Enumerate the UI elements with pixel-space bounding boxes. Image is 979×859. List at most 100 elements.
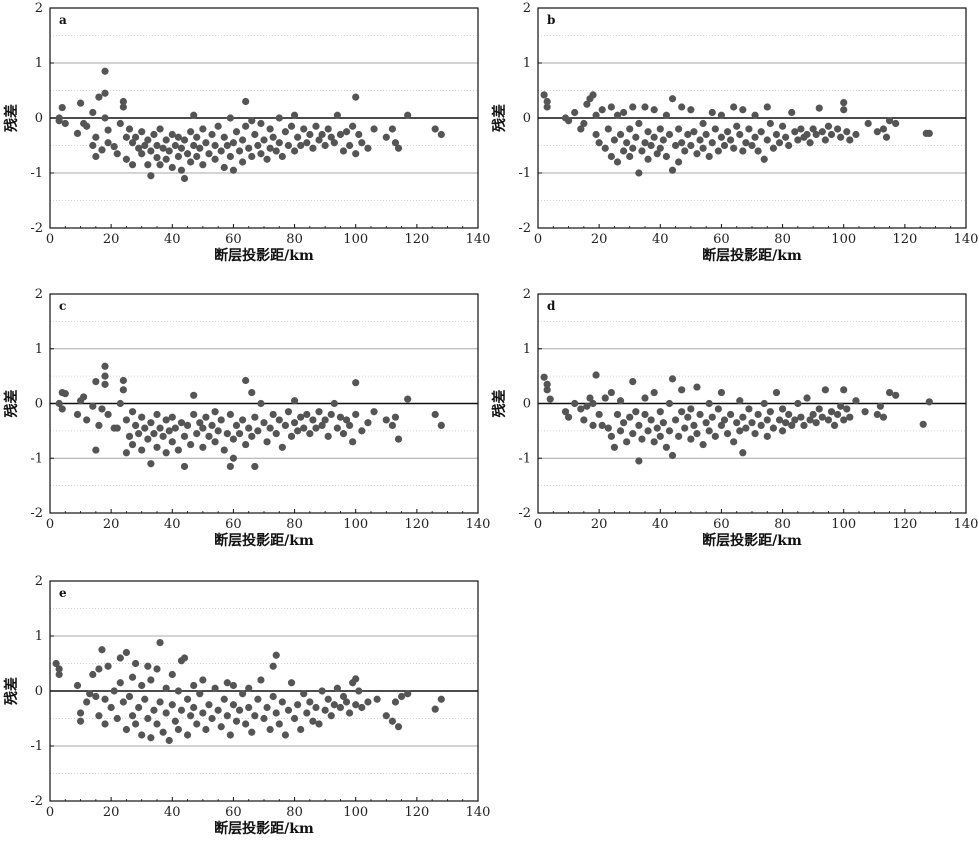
data-point — [101, 362, 109, 370]
data-point — [95, 421, 103, 429]
data-point — [211, 141, 219, 150]
data-point — [699, 144, 707, 152]
y-tick-label: -1 — [518, 166, 531, 181]
x-tick-label: 140 — [466, 232, 491, 247]
data-point — [809, 410, 817, 419]
data-point — [592, 371, 600, 379]
x-tick-label: 0 — [534, 517, 542, 532]
data-point — [564, 413, 573, 421]
data-point — [733, 419, 741, 427]
x-tick-label: 0 — [46, 517, 54, 532]
data-point — [180, 432, 189, 440]
data-point — [284, 408, 293, 416]
data-point — [333, 424, 341, 432]
data-point — [138, 150, 146, 158]
data-point — [388, 421, 396, 429]
data-point — [708, 139, 716, 147]
data-point — [171, 141, 179, 150]
data-point — [315, 136, 323, 144]
data-point — [919, 420, 927, 428]
data-point — [635, 457, 643, 465]
data-point — [211, 155, 219, 163]
data-point — [217, 416, 225, 424]
data-point — [668, 95, 677, 103]
data-point — [211, 438, 219, 446]
data-point — [616, 397, 625, 405]
data-point — [797, 413, 805, 421]
data-point — [736, 130, 744, 139]
data-point — [840, 99, 848, 107]
data-point — [214, 706, 222, 714]
data-point — [278, 698, 286, 706]
data-point — [629, 378, 637, 386]
data-point — [150, 130, 158, 139]
data-point — [791, 128, 799, 136]
data-point — [80, 393, 88, 401]
data-point — [684, 413, 692, 421]
data-point — [119, 376, 127, 385]
data-point — [153, 141, 161, 150]
data-point — [177, 144, 186, 152]
data-point — [766, 408, 774, 416]
data-point — [675, 432, 683, 440]
x-axis-label: 断层投影距/km — [702, 247, 802, 264]
data-point — [665, 130, 674, 139]
data-point — [806, 416, 814, 424]
data-point — [333, 684, 341, 692]
data-point — [92, 378, 100, 386]
data-point — [208, 714, 216, 723]
data-point — [812, 130, 820, 139]
data-point — [656, 125, 664, 133]
data-point — [263, 155, 271, 163]
x-tick-label: 0 — [534, 232, 542, 247]
data-point — [699, 440, 707, 449]
data-point — [113, 424, 121, 432]
data-point — [791, 416, 799, 424]
y-tick-label: -2 — [30, 221, 43, 236]
data-point — [717, 388, 726, 397]
data-point — [223, 141, 231, 150]
y-tick-label: -2 — [30, 506, 43, 521]
data-point — [336, 703, 345, 712]
x-tick-label: 60 — [225, 517, 242, 532]
data-point — [168, 670, 176, 679]
data-point — [156, 639, 164, 647]
data-point — [540, 91, 548, 99]
data-point — [364, 144, 372, 152]
data-point — [598, 421, 606, 429]
data-point — [183, 695, 192, 703]
data-point — [278, 443, 286, 451]
data-point — [110, 143, 118, 151]
data-point — [925, 129, 933, 137]
x-tick-label: 80 — [286, 805, 303, 820]
x-axis-label: 断层投影距/km — [214, 247, 314, 264]
x-tick-label: 80 — [774, 232, 791, 247]
x-tick-label: 20 — [103, 232, 120, 247]
data-point — [745, 125, 753, 133]
data-point — [125, 692, 134, 701]
data-point — [540, 373, 548, 381]
data-point — [147, 734, 155, 742]
data-point — [290, 419, 299, 427]
data-point — [662, 443, 671, 451]
data-point — [346, 709, 354, 717]
data-point — [739, 449, 747, 457]
data-point — [571, 108, 579, 117]
data-point — [190, 141, 198, 150]
data-point — [122, 648, 131, 657]
data-point — [330, 139, 338, 147]
data-point — [180, 136, 189, 144]
data-point — [199, 709, 207, 717]
data-point — [788, 421, 796, 429]
y-axis-label: 残差 — [3, 677, 20, 705]
data-point — [785, 141, 793, 150]
data-point — [806, 139, 814, 147]
data-point — [235, 430, 244, 438]
data-point — [373, 695, 381, 703]
data-point — [607, 388, 615, 397]
x-tick-label: 140 — [466, 805, 491, 820]
data-point — [162, 416, 170, 424]
data-point — [306, 130, 314, 139]
data-point — [76, 99, 85, 107]
data-point — [336, 130, 345, 139]
